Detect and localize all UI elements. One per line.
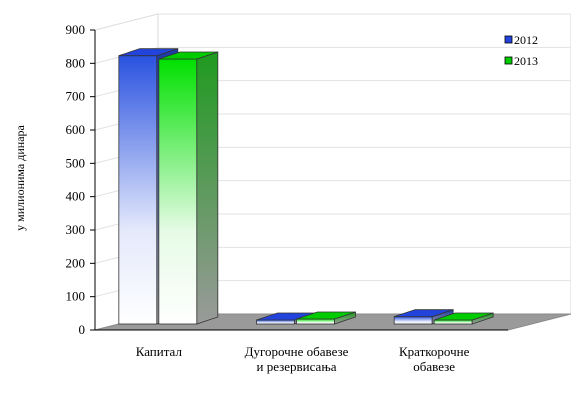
x-category-label: Краткорочне обавезе: [399, 344, 470, 374]
bar-front: [393, 316, 433, 325]
gridline: [94, 13, 571, 31]
bar-2013-1: [296, 311, 356, 325]
y-tick-label: 900: [66, 22, 86, 37]
y-tick-label: 800: [66, 55, 86, 70]
x-axis-labels: Капитал Дугорочне обавезе и резервисања Кра…: [136, 344, 470, 374]
gridline: [94, 46, 571, 64]
bar-side: [196, 51, 219, 325]
y-tick-label: 700: [66, 89, 86, 104]
legend-swatch: [504, 35, 513, 44]
bar-top: [118, 48, 178, 57]
y-axis-ticks: 0 100 200 300 400 500 600 700 800 900: [66, 22, 508, 337]
bar-front: [256, 319, 295, 325]
bars: [118, 48, 494, 325]
bar-front: [158, 58, 198, 325]
y-axis-title: у милионима динара: [13, 124, 27, 230]
y-tick-label: 200: [66, 255, 86, 270]
bar-top: [158, 51, 218, 60]
bar-top: [296, 311, 356, 320]
bar-2013-0: [158, 51, 219, 325]
bar-front: [296, 318, 335, 325]
y-tick-label: 400: [66, 189, 86, 204]
bar-front: [118, 55, 158, 325]
bar-top: [434, 312, 494, 321]
legend-swatch: [504, 56, 513, 65]
legend-label: 2013: [514, 54, 538, 68]
x-category-label: Капитал: [136, 344, 183, 359]
bar-top: [394, 309, 454, 318]
legend: 2012 2013: [504, 33, 538, 68]
bar-2013-2: [433, 312, 494, 325]
y-tick-label: 600: [66, 122, 86, 137]
y-tick-label: 500: [66, 155, 86, 170]
legend-label: 2012: [514, 33, 538, 47]
bar-front: [433, 319, 473, 325]
x-category-label: Дугорочне обавезе и резервисања: [245, 344, 349, 374]
y-tick-label: 300: [66, 222, 86, 237]
y-tick-label: 100: [66, 289, 86, 304]
y-tick-label: 0: [79, 322, 86, 337]
